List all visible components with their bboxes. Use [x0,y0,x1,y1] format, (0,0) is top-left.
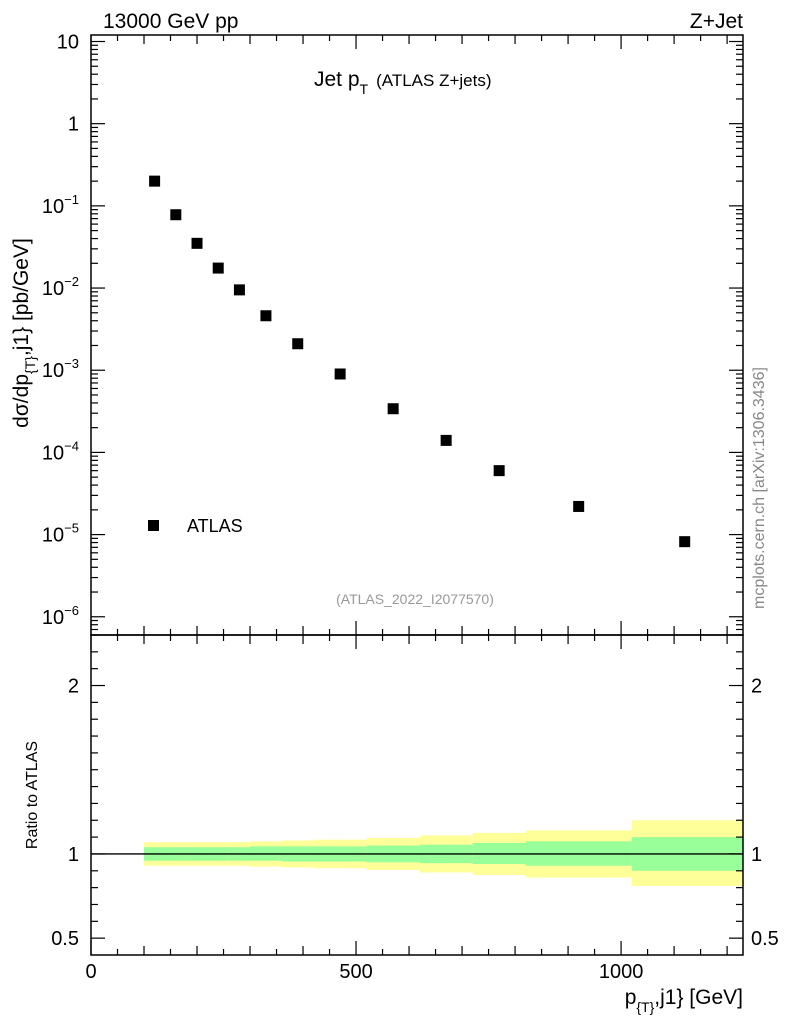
ratio-plot-frame [90,634,744,956]
ratio-tick-label-left-2: 0.5 [51,928,79,950]
x-axis-label-part2: ,j1} [GeV] [654,986,743,1009]
y-tick-label-1: 1 [68,114,79,136]
main-title: Jet pT (ATLAS Z+jets) [314,68,492,97]
main-title-sub: T [360,81,369,97]
data-point-2 [191,237,203,249]
main-plot-frame [90,34,744,636]
x-tick-label-1: 500 [339,961,372,983]
data-point-9 [440,434,452,446]
x-axis-label-sub: {T} [636,999,654,1015]
main-title-text: Jet p [314,68,360,91]
data-point-3 [212,262,224,274]
ratio-tick-label-right-2: 0.5 [751,928,779,950]
y-tick-label-6: 10−5 [42,521,79,547]
data-point-10 [493,465,505,477]
data-point-0 [149,175,161,187]
axis-ticks [90,35,743,955]
data-points [149,175,691,548]
y-axis-label-part1: dσ/dp [10,374,33,428]
ratio-tick-label-left-1: 1 [68,844,79,866]
y-tick-label-3: 10−2 [42,274,79,300]
side-label: mcplots.cern.ch [arXiv:1306.3436] [751,367,768,609]
y-axis-label: dσ/dp{T},j1} [pb/GeV] [10,238,38,428]
x-axis-label-part1: p [625,986,637,1009]
y-tick-label-2: 10−1 [42,192,79,218]
y-tick-label-5: 10−4 [42,438,79,464]
data-point-5 [260,310,272,322]
data-point-8 [387,403,399,415]
x-axis-label: p{T},j1} [GeV] [625,986,743,1015]
y-tick-label-0: 10 [57,32,79,54]
x-tick-label-2: 1000 [599,961,644,983]
data-point-7 [334,368,346,380]
analysis-tag: (ATLAS_2022_I2077570) [336,591,494,607]
x-tick-label-0: 0 [85,961,96,983]
ratio-tick-label-left-0: 2 [68,676,79,698]
y-tick-label-7: 10−6 [42,603,79,629]
ratio-axis-label: Ratio to ATLAS [24,741,41,849]
data-point-11 [573,500,585,512]
legend-label: ATLAS [187,516,243,536]
y-axis-label-sub: {T} [22,356,38,374]
data-point-12 [679,536,691,548]
y-tick-label-4: 10−3 [42,356,79,382]
data-point-1 [170,209,182,221]
data-point-4 [233,284,245,296]
legend-marker [148,520,159,531]
y-axis-label-part2: ,j1} [pb/GeV] [10,238,33,356]
data-point-6 [292,338,304,350]
ratio-tick-label-right-0: 2 [751,676,762,698]
tick-labels: 0 500 1000 10 1 10−1 10−2 10−3 10−4 10−5 10−6 2 2 1 1 0… [42,32,779,983]
header-right: Z+Jet [690,10,743,33]
ratio-tick-label-right-1: 1 [751,844,762,866]
header-left: 13000 GeV pp [103,10,238,33]
main-title-suffix: (ATLAS Z+jets) [376,71,491,90]
